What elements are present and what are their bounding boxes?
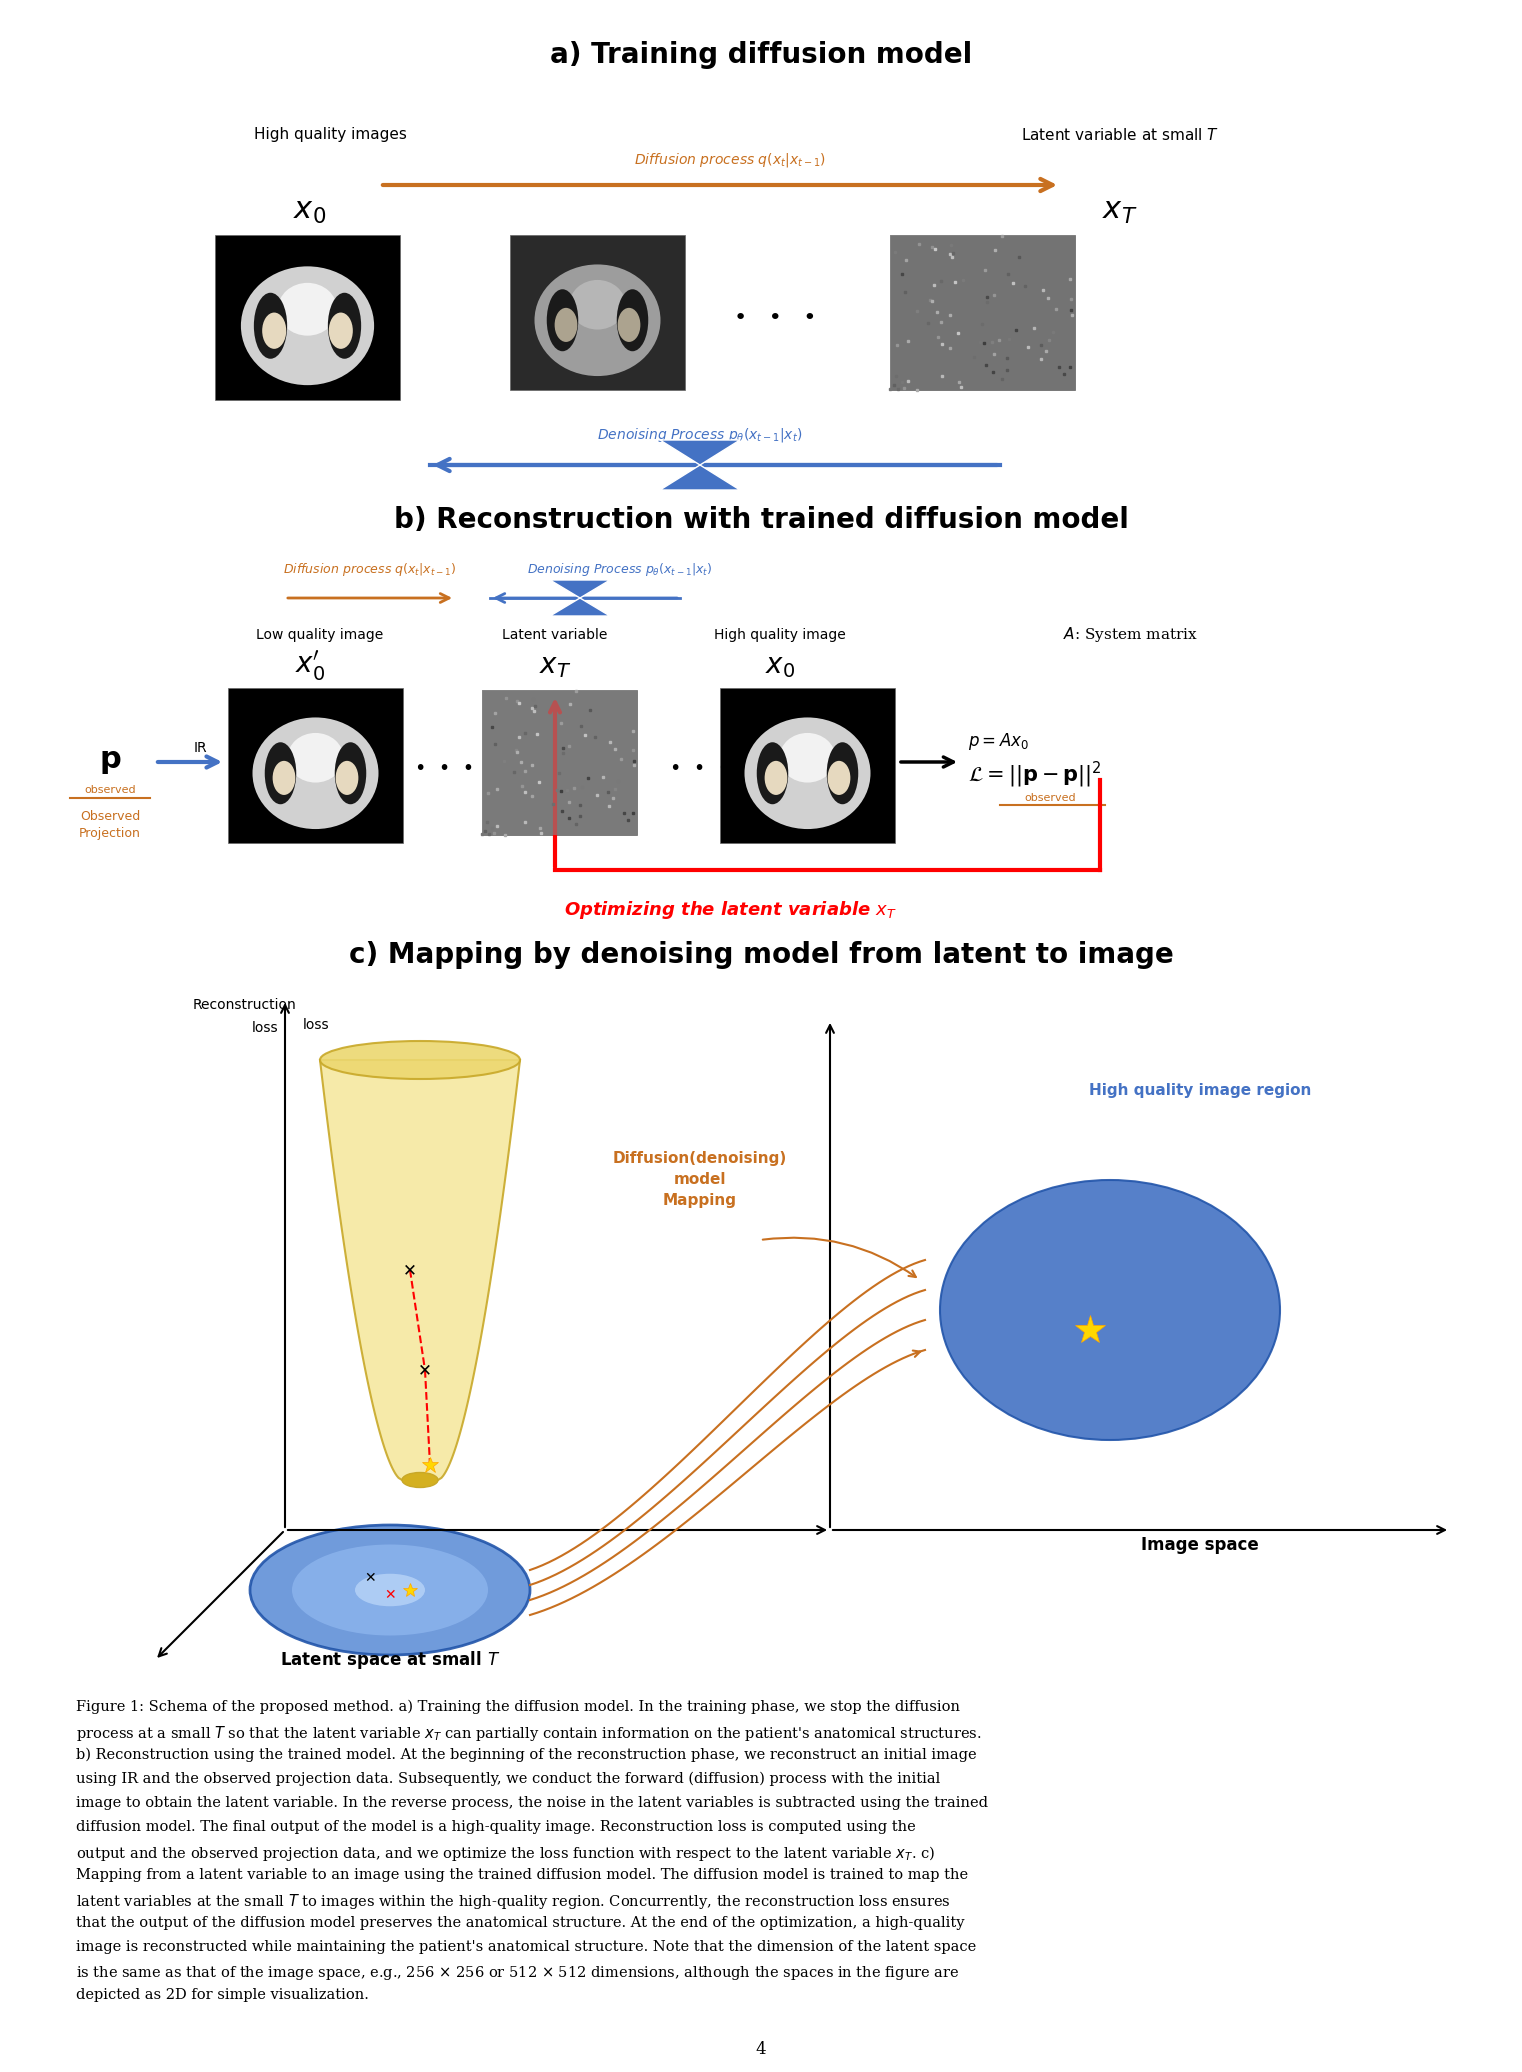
Ellipse shape: [569, 280, 626, 329]
Ellipse shape: [262, 313, 286, 348]
Text: Reconstruction: Reconstruction: [193, 999, 297, 1011]
FancyBboxPatch shape: [890, 234, 1075, 390]
Text: a) Training diffusion model: a) Training diffusion model: [549, 41, 973, 68]
Text: ✕: ✕: [403, 1262, 417, 1278]
Text: $\mathbf{\mathit{x}}_T$: $\mathbf{\mathit{x}}_T$: [539, 653, 571, 680]
Ellipse shape: [335, 742, 367, 804]
Ellipse shape: [756, 742, 788, 804]
FancyBboxPatch shape: [890, 234, 1075, 390]
Ellipse shape: [402, 1473, 438, 1488]
Text: Low quality image: Low quality image: [256, 628, 384, 642]
Text: output and the observed projection data, and we optimize the loss function with : output and the observed projection data,…: [76, 1844, 935, 1863]
Ellipse shape: [265, 742, 297, 804]
FancyBboxPatch shape: [510, 234, 685, 390]
Text: c) Mapping by denoising model from latent to image: c) Mapping by denoising model from laten…: [349, 941, 1173, 970]
Ellipse shape: [618, 309, 641, 342]
Text: b) Reconstruction with trained diffusion model: b) Reconstruction with trained diffusion…: [394, 506, 1128, 535]
Text: observed: observed: [84, 785, 135, 796]
FancyBboxPatch shape: [215, 234, 400, 400]
FancyBboxPatch shape: [482, 690, 638, 835]
Text: •  •  •: • • •: [670, 758, 729, 777]
Text: loss: loss: [303, 1017, 330, 1032]
Ellipse shape: [554, 309, 577, 342]
Ellipse shape: [828, 760, 851, 796]
Text: Latent space at small $T$: Latent space at small $T$: [280, 1649, 501, 1670]
Text: image to obtain the latent variable. In the reverse process, the noise in the la: image to obtain the latent variable. In …: [76, 1796, 988, 1811]
Ellipse shape: [546, 290, 578, 352]
Text: using IR and the observed projection data. Subsequently, we conduct the forward : using IR and the observed projection dat…: [76, 1772, 941, 1786]
Text: $\mathbf{p}$: $\mathbf{p}$: [99, 744, 122, 775]
Text: $\mathbf{\mathit{x}}_0$: $\mathbf{\mathit{x}}_0$: [294, 195, 327, 226]
Text: Diffusion(denoising)
model
Mapping: Diffusion(denoising) model Mapping: [613, 1152, 787, 1208]
Ellipse shape: [329, 313, 353, 348]
Text: is the same as that of the image space, e.g., 256 $\times$ 256 or 512 $\times$ 5: is the same as that of the image space, …: [76, 1964, 959, 1983]
Text: diffusion model. The final output of the model is a high-quality image. Reconstr: diffusion model. The final output of the…: [76, 1819, 916, 1834]
Ellipse shape: [240, 267, 374, 385]
Ellipse shape: [941, 1179, 1280, 1440]
Text: Diffusion process $q(x_t|x_{t-1})$: Diffusion process $q(x_t|x_{t-1})$: [635, 151, 826, 170]
Ellipse shape: [336, 760, 358, 796]
Ellipse shape: [253, 717, 379, 829]
Text: Diffusion process $q(x_t|x_{t-1})$: Diffusion process $q(x_t|x_{t-1})$: [283, 562, 457, 578]
Polygon shape: [549, 580, 610, 615]
Ellipse shape: [254, 292, 288, 358]
Text: ✕: ✕: [384, 1587, 396, 1602]
Polygon shape: [320, 1061, 521, 1479]
Text: process at a small $T$ so that the latent variable $x_T$ can partially contain i: process at a small $T$ so that the laten…: [76, 1724, 982, 1743]
Ellipse shape: [616, 290, 648, 352]
Ellipse shape: [250, 1525, 530, 1656]
Ellipse shape: [320, 1040, 521, 1080]
Text: $\mathbf{\mathit{x}}_0^{\prime}$: $\mathbf{\mathit{x}}_0^{\prime}$: [295, 649, 326, 684]
Text: •  •  •: • • •: [416, 758, 475, 777]
Text: ✕: ✕: [419, 1361, 432, 1380]
Ellipse shape: [764, 760, 787, 796]
Text: High quality images: High quality images: [254, 128, 406, 143]
Text: ✕: ✕: [423, 1457, 437, 1473]
Text: Mapping from a latent variable to an image using the trained diffusion model. Th: Mapping from a latent variable to an ima…: [76, 1869, 968, 1881]
Ellipse shape: [279, 284, 336, 336]
FancyBboxPatch shape: [228, 688, 403, 843]
Text: $\mathit{A}$: System matrix: $\mathit{A}$: System matrix: [1062, 626, 1198, 644]
Text: •   •   •: • • •: [734, 309, 816, 327]
Text: IR: IR: [193, 742, 207, 754]
Ellipse shape: [327, 292, 361, 358]
Text: Denoising Process $p_{\theta}(x_{t-1}|x_t)$: Denoising Process $p_{\theta}(x_{t-1}|x_…: [597, 427, 802, 443]
Text: High quality image: High quality image: [714, 628, 846, 642]
Ellipse shape: [292, 1544, 489, 1635]
Ellipse shape: [744, 717, 871, 829]
Text: $\mathcal{L} = ||\mathbf{p} - \mathbf{p}||^2$: $\mathcal{L} = ||\mathbf{p} - \mathbf{p}…: [968, 760, 1102, 789]
Text: b) Reconstruction using the trained model. At the beginning of the reconstructio: b) Reconstruction using the trained mode…: [76, 1749, 977, 1763]
FancyBboxPatch shape: [482, 690, 638, 835]
FancyBboxPatch shape: [720, 688, 895, 843]
Text: image is reconstructed while maintaining the patient's anatomical structure. Not: image is reconstructed while maintaining…: [76, 1939, 976, 1954]
Text: $\mathbf{\mathit{x}}_0$: $\mathbf{\mathit{x}}_0$: [766, 653, 794, 680]
Text: High quality image region: High quality image region: [1088, 1082, 1310, 1098]
Polygon shape: [661, 439, 740, 489]
Text: ✕: ✕: [364, 1571, 376, 1585]
Text: Image space: Image space: [1142, 1535, 1259, 1554]
Ellipse shape: [779, 733, 836, 783]
Text: 4: 4: [756, 2041, 766, 2057]
Ellipse shape: [355, 1575, 425, 1606]
Text: $\mathbf{\mathit{x}}_T$: $\mathbf{\mathit{x}}_T$: [1102, 195, 1138, 226]
Text: Observed
Projection: Observed Projection: [79, 810, 142, 839]
Text: Latent variable: Latent variable: [502, 628, 607, 642]
Ellipse shape: [272, 760, 295, 796]
Text: $p = Ax_0$: $p = Ax_0$: [968, 731, 1029, 752]
Ellipse shape: [826, 742, 858, 804]
Text: loss: loss: [251, 1021, 279, 1036]
Text: Denoising Process $p_{\theta}(x_{t-1}|x_t)$: Denoising Process $p_{\theta}(x_{t-1}|x_…: [527, 562, 712, 578]
Ellipse shape: [288, 733, 344, 783]
Text: Latent variable at small $T$: Latent variable at small $T$: [1021, 126, 1219, 143]
Text: Optimizing the latent variable $x_T$: Optimizing the latent variable $x_T$: [563, 899, 896, 920]
Text: depicted as 2D for simple visualization.: depicted as 2D for simple visualization.: [76, 1987, 368, 2002]
Ellipse shape: [534, 265, 661, 375]
Text: observed: observed: [1024, 794, 1076, 804]
Text: Figure 1: Schema of the proposed method. a) Training the diffusion model. In the: Figure 1: Schema of the proposed method.…: [76, 1699, 960, 1714]
Text: that the output of the diffusion model preserves the anatomical structure. At th: that the output of the diffusion model p…: [76, 1917, 965, 1929]
Text: latent variables at the small $T$ to images within the high-quality region. Conc: latent variables at the small $T$ to ima…: [76, 1892, 951, 1910]
